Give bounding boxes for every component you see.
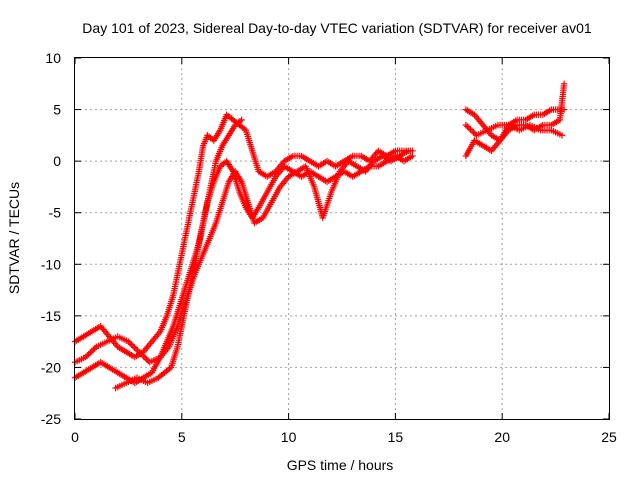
data-point bbox=[128, 341, 135, 348]
data-point bbox=[558, 132, 566, 139]
y-axis-label: SDTVAR / TECUs bbox=[6, 182, 22, 294]
data-point bbox=[238, 116, 245, 124]
data-point bbox=[137, 350, 144, 357]
data-points bbox=[71, 80, 568, 392]
series-track-6 bbox=[462, 106, 568, 160]
series-track-2 bbox=[71, 152, 416, 387]
data-point bbox=[88, 348, 95, 355]
y-tick-label: 0 bbox=[53, 153, 61, 169]
y-tick-label: -5 bbox=[49, 205, 62, 221]
data-point bbox=[464, 123, 471, 130]
data-point bbox=[462, 121, 470, 129]
x-tick-label: 10 bbox=[281, 429, 297, 445]
data-point bbox=[138, 351, 146, 359]
data-point bbox=[143, 356, 150, 363]
data-point bbox=[91, 345, 99, 352]
data-point bbox=[126, 339, 134, 347]
data-point bbox=[135, 348, 143, 356]
data-point bbox=[467, 126, 474, 133]
y-tick-label: -25 bbox=[41, 411, 61, 427]
plot-frame bbox=[74, 57, 610, 420]
data-point bbox=[140, 353, 147, 360]
series-track-7 bbox=[462, 121, 566, 139]
data-point bbox=[131, 344, 138, 351]
data-point bbox=[129, 342, 137, 350]
data-point bbox=[90, 346, 97, 353]
data-point bbox=[82, 353, 89, 361]
data-point bbox=[560, 106, 568, 113]
data-point bbox=[84, 352, 91, 359]
data-point bbox=[134, 347, 141, 354]
data-point bbox=[405, 147, 412, 155]
data-point bbox=[409, 152, 416, 160]
series-track-3 bbox=[71, 147, 412, 366]
data-point bbox=[470, 129, 477, 136]
data-point bbox=[465, 124, 473, 132]
axis-ticks: 0 5 10 15 20 25 -25 -20 -15 -10 -5 0 5 10 bbox=[41, 50, 617, 445]
y-tick-label: -15 bbox=[41, 308, 61, 324]
x-tick-label: 5 bbox=[178, 429, 186, 445]
chart-title: Day 101 of 2023, Sidereal Day-to-day VTE… bbox=[82, 20, 592, 36]
data-point bbox=[87, 349, 94, 356]
y-tick-label: -20 bbox=[41, 359, 61, 375]
grid bbox=[75, 58, 609, 419]
x-tick-label: 25 bbox=[601, 429, 617, 445]
y-tick-label: 5 bbox=[53, 102, 61, 118]
x-tick-label: 0 bbox=[71, 429, 79, 445]
data-point bbox=[125, 338, 132, 345]
data-point bbox=[468, 127, 476, 135]
y-tick-label: 10 bbox=[45, 50, 61, 66]
x-tick-label: 20 bbox=[494, 429, 510, 445]
x-axis-label: GPS time / hours bbox=[287, 457, 394, 473]
y-tick-label: -10 bbox=[41, 256, 61, 272]
series-track-1 bbox=[71, 111, 416, 361]
x-tick-label: 15 bbox=[388, 429, 404, 445]
data-point bbox=[132, 345, 140, 353]
data-point bbox=[85, 350, 92, 358]
series-track-4 bbox=[112, 116, 245, 392]
data-point bbox=[560, 80, 568, 87]
data-point bbox=[141, 354, 149, 362]
